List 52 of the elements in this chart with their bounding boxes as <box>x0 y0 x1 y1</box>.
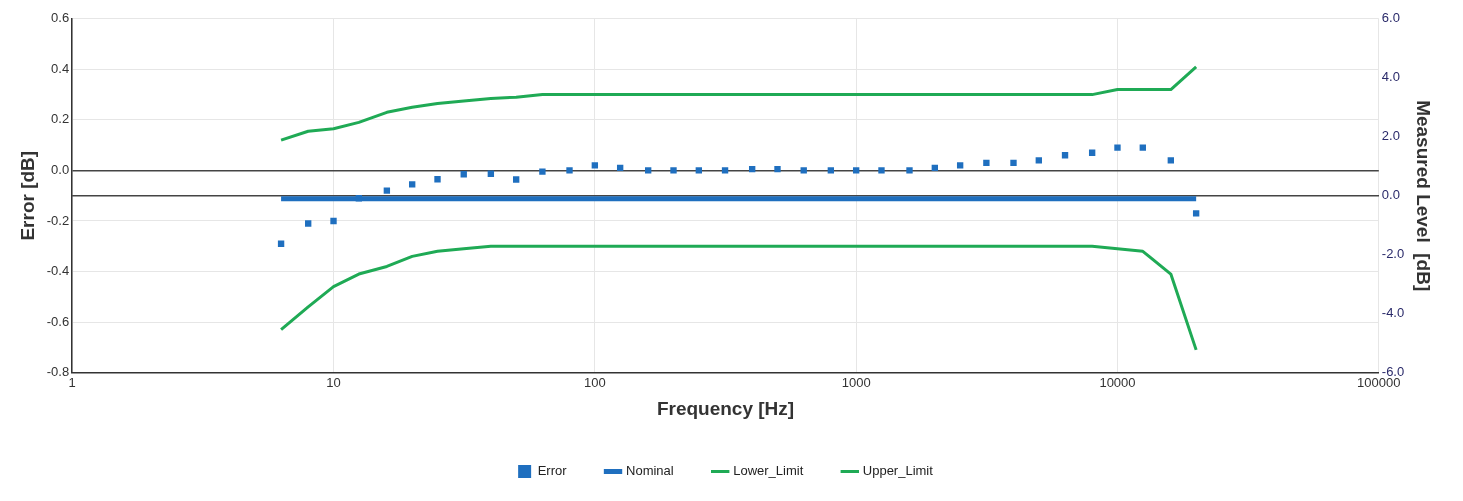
point <box>878 167 885 174</box>
y2-axis-title: Measured Level [dB] <box>1413 100 1435 292</box>
point <box>721 167 729 174</box>
legend-label: Nominal <box>626 463 674 479</box>
y-tick-label: -0.2 <box>46 212 70 228</box>
point <box>1167 157 1174 164</box>
point <box>539 168 546 175</box>
x-tick-label: 1000 <box>841 374 871 390</box>
y-tick-label: -0.4 <box>46 263 70 279</box>
y2-tick-label: -4.0 <box>1381 305 1405 321</box>
point <box>512 176 520 183</box>
y-tick-label: 0.6 <box>51 10 70 26</box>
point <box>695 167 703 174</box>
point <box>383 187 391 194</box>
point <box>591 162 599 169</box>
x-tick-label: 10000 <box>1099 374 1136 390</box>
point <box>956 162 964 169</box>
y2-tick-label: 4.0 <box>1381 69 1400 85</box>
point <box>800 167 807 174</box>
point <box>1114 144 1121 151</box>
y2-tick-label: 6.0 <box>1381 10 1400 26</box>
legend-label: Lower_Limit <box>733 463 804 479</box>
y-axis-title: Error [dB] <box>16 150 38 241</box>
y2-tick-label: 0.0 <box>1381 187 1400 203</box>
y2-tick-label: -2.0 <box>1381 246 1405 262</box>
point <box>670 167 677 174</box>
x-tick-label: 10 <box>326 374 341 390</box>
point <box>1035 157 1042 164</box>
y-tick-label: -0.6 <box>46 313 70 329</box>
point <box>852 167 860 174</box>
point <box>330 217 337 225</box>
point <box>827 167 835 174</box>
point <box>774 165 781 173</box>
point <box>645 167 652 174</box>
point <box>434 176 441 183</box>
y2-tick-label: 2.0 <box>1381 128 1400 144</box>
point <box>906 167 913 174</box>
point <box>1010 159 1017 167</box>
legend-label: Error <box>537 463 568 479</box>
x-tick-label: 1 <box>68 374 76 390</box>
point <box>983 159 990 167</box>
point <box>566 167 573 174</box>
y-tick-label: -0.8 <box>46 364 70 380</box>
point <box>305 220 312 227</box>
point <box>409 181 416 188</box>
y-tick-label: 0.2 <box>51 111 70 127</box>
point <box>1192 210 1200 217</box>
legend-label: Upper_Limit <box>862 463 934 479</box>
x-tick-label: 100 <box>583 374 606 390</box>
x-axis-title: Frequency [Hz] <box>656 397 795 419</box>
y-tick-label: 0.0 <box>51 162 70 178</box>
y-tick-label: 0.4 <box>51 60 70 76</box>
